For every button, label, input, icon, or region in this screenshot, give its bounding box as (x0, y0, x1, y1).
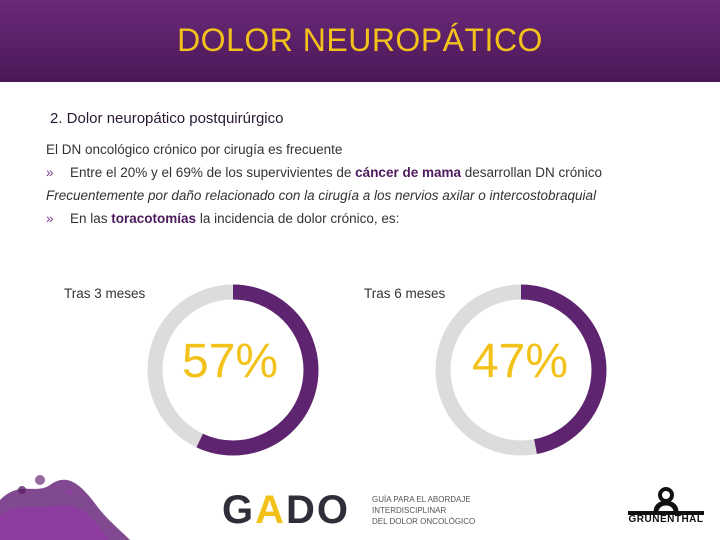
bullet-1-post: desarrollan DN crónico (460, 165, 603, 180)
donut-2-percent: 47% (471, 335, 569, 388)
bullet-2-pre: En las (70, 211, 112, 226)
body-line-1: El DN oncológico crónico por cirugía es … (46, 142, 343, 157)
purple-splash-graphic (0, 475, 130, 540)
bullet-line-1: » Entre el 20% y el 69% de los supervivie… (46, 161, 696, 184)
gado-wordmark: GADO (222, 488, 351, 532)
donut-1-label: Tras 3 meses (64, 286, 146, 301)
bullet-2-post: la incidencia de dolor crónico, es: (196, 211, 400, 226)
grunenthal-emblem-icon (628, 487, 704, 515)
title-banner: DOLOR NEUROPÁTICO (0, 0, 720, 82)
bullet-1-pre: Entre el 20% y el 69% de los supervivien… (70, 165, 356, 180)
bullet-1-highlight: cáncer de mama (355, 165, 461, 180)
body-text: El DN oncológico crónico por cirugía es … (46, 138, 696, 230)
page-title: DOLOR NEUROPÁTICO (177, 22, 543, 58)
body-line-3: Frecuentemente por daño relacionado con … (46, 188, 597, 203)
donut-1-percent: 57% (181, 335, 279, 388)
donut-chart-3-months (147, 284, 319, 456)
bullet-2-highlight: toracotomías (111, 211, 197, 226)
grunenthal-logo: GRÜNENTHAL (622, 486, 710, 534)
gado-subtitle: GUÍA PARA EL ABORDAJE INTERDISCIPLINAR D… (372, 495, 476, 526)
chevron-icon: » (46, 165, 54, 180)
donut-chart-6-months (435, 284, 607, 456)
donut-progress (147, 284, 319, 456)
bullet-line-2: » En las toracotomías la incidencia de do… (46, 207, 696, 230)
donut-2-label: Tras 6 meses (364, 286, 446, 301)
grunenthal-wordmark: GRÜNENTHAL (628, 514, 704, 525)
section-subtitle: 2. Dolor neuropático postquirúrgico (50, 110, 284, 127)
donut-progress (435, 284, 607, 456)
gado-logo: GADO GUÍA PARA EL ABORDAJE INTERDISCIPLI… (222, 488, 502, 532)
chevron-icon: » (46, 211, 54, 226)
